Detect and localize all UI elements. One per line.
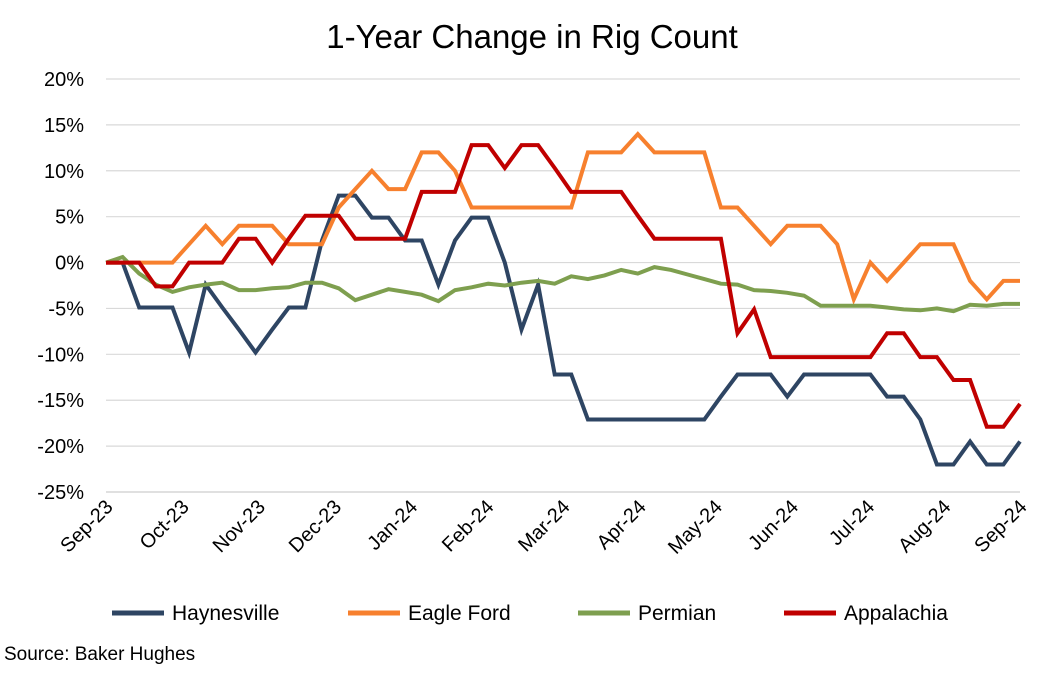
x-tick-label: Nov-23 <box>209 496 270 557</box>
y-tick-label: -20% <box>37 436 84 458</box>
legend-label: Eagle Ford <box>408 602 511 625</box>
x-tick-label: Mar-24 <box>514 496 574 556</box>
series-line-haynesville <box>106 193 1022 467</box>
x-tick-label: Jan-24 <box>363 496 422 555</box>
data-series <box>105 131 1022 467</box>
legend-label: Haynesville <box>172 602 279 625</box>
x-tick-label: Sep-24 <box>970 496 1031 557</box>
x-tick-label: Dec-23 <box>285 496 346 557</box>
y-tick-label: 5% <box>55 207 84 229</box>
y-tick-label: -5% <box>48 298 84 320</box>
legend-label: Permian <box>638 602 716 625</box>
x-tick-label: Apr-24 <box>593 496 651 554</box>
gridlines <box>106 78 1020 493</box>
x-tick-label: Jun-24 <box>744 496 803 555</box>
y-tick-label: -15% <box>37 390 84 412</box>
legend: Haynesville Eagle Ford Permian Appalachia <box>112 602 948 625</box>
source-note: Source: Baker Hughes <box>4 644 196 665</box>
x-tick-label: May-24 <box>664 496 727 559</box>
y-tick-label: 20% <box>44 69 84 91</box>
x-axis-tick-labels: Sep-23 Oct-23 Nov-23 Dec-23 Jan-24 Feb-24 Mar-… <box>56 496 1031 559</box>
series-line-appalachia <box>106 143 1022 429</box>
chart-title: 1-Year Change in Rig Count <box>326 18 738 55</box>
y-tick-label: 10% <box>44 161 84 183</box>
series-line-eagle-ford <box>106 131 1020 305</box>
y-tick-label: 0% <box>55 253 84 275</box>
legend-label: Appalachia <box>844 602 948 625</box>
x-tick-label: Jul-24 <box>825 496 879 550</box>
x-tick-label: Oct-23 <box>136 496 194 554</box>
y-tick-label: -25% <box>37 482 84 504</box>
series-line-permian <box>105 254 1020 314</box>
x-tick-label: Aug-24 <box>894 496 955 557</box>
x-tick-label: Sep-23 <box>56 496 117 557</box>
y-axis-tick-labels: 20% 15% 10% 5% 0% -5% -10% -15% -20% -25% <box>37 69 84 504</box>
y-tick-label: 15% <box>44 115 84 137</box>
x-tick-label: Feb-24 <box>438 496 498 556</box>
y-tick-label: -10% <box>37 344 84 366</box>
